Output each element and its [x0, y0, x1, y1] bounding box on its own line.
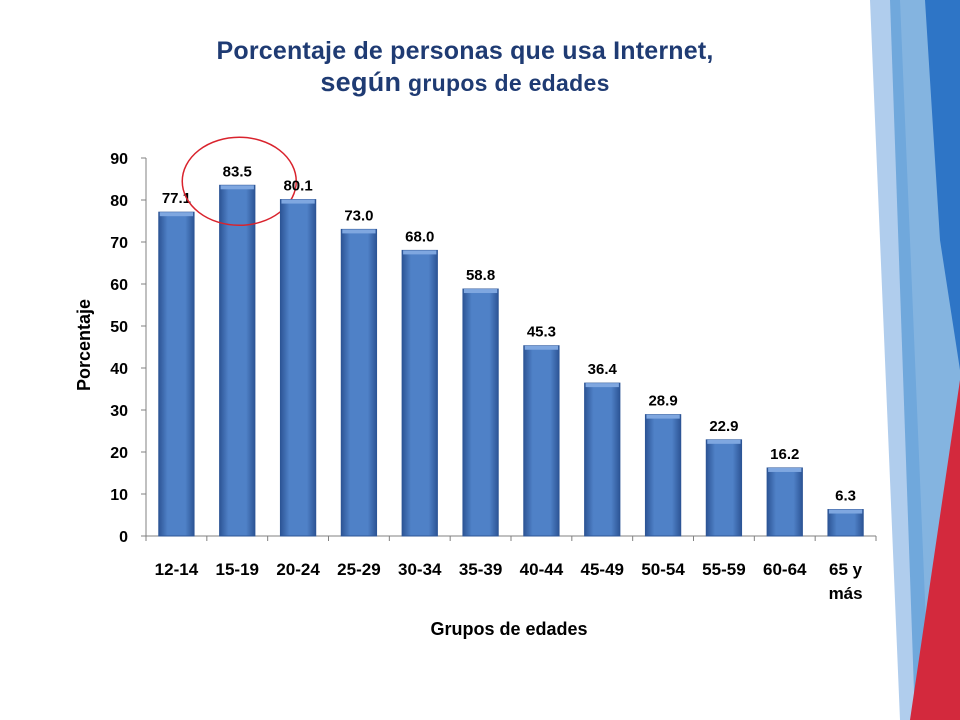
bar	[766, 467, 803, 537]
y-tick-label: 70	[110, 235, 128, 252]
data-label: 45.3	[527, 324, 556, 341]
bar	[584, 382, 621, 537]
y-tick-label: 60	[110, 277, 128, 294]
x-tick-label: 65 y	[829, 560, 863, 579]
x-tick-label: más	[829, 584, 863, 603]
bar-top-highlight	[342, 229, 376, 234]
x-tick-label: 20-24	[276, 560, 320, 579]
title-rest: grupos de edades	[401, 70, 610, 96]
y-tick-label: 50	[110, 319, 128, 336]
y-tick-label: 0	[119, 529, 128, 546]
bar	[158, 211, 195, 537]
bar-top-highlight	[768, 467, 802, 472]
bar	[340, 228, 378, 537]
x-tick-label: 15-19	[216, 560, 259, 579]
decorative-side-banner	[870, 0, 960, 720]
data-label: 80.1	[283, 178, 312, 195]
bar	[644, 414, 682, 537]
bar	[462, 288, 499, 537]
data-label: 83.5	[223, 163, 252, 180]
data-label: 6.3	[835, 488, 856, 505]
x-tick-label: 25-29	[337, 560, 380, 579]
x-tick-label: 50-54	[641, 560, 685, 579]
bar-top-highlight	[524, 345, 559, 350]
bar-top-highlight	[159, 212, 194, 217]
y-tick-label: 10	[110, 487, 128, 504]
bar	[705, 439, 743, 537]
x-tick-label: 55-59	[702, 560, 745, 579]
x-tick-label: 60-64	[763, 560, 807, 579]
bar-top-highlight	[403, 250, 437, 255]
bar	[401, 249, 438, 537]
y-axis-title: Porcentaje	[74, 299, 94, 391]
data-label: 28.9	[648, 393, 677, 410]
y-tick-label: 40	[110, 361, 128, 378]
x-axis-title: Grupos de edades	[430, 619, 587, 639]
title-emphasis: según	[320, 67, 402, 97]
title-line-1: Porcentaje de personas que usa Internet,	[216, 37, 714, 65]
bar-top-highlight	[220, 185, 254, 190]
y-tick-label: 30	[110, 403, 128, 420]
bar-top-highlight	[707, 439, 741, 444]
bar-top-highlight	[281, 199, 315, 204]
data-label: 22.9	[709, 418, 738, 435]
x-tick-label: 45-49	[581, 560, 624, 579]
bar-top-highlight	[463, 289, 498, 294]
deco-blue-dark-shape	[925, 0, 960, 370]
x-tick-label: 35-39	[459, 560, 502, 579]
y-tick-label: 80	[110, 193, 128, 210]
bar	[219, 184, 256, 537]
x-tick-label: 40-44	[520, 560, 564, 579]
data-label: 36.4	[588, 361, 618, 378]
x-tick-label: 12-14	[155, 560, 199, 579]
data-label: 68.0	[405, 228, 434, 245]
bar	[523, 345, 560, 537]
bar-top-highlight	[828, 509, 863, 514]
bar-top-highlight	[646, 414, 680, 419]
y-tick-label: 90	[110, 151, 128, 168]
title-line-2: según grupos de edades	[100, 66, 830, 99]
bar-top-highlight	[585, 383, 619, 388]
y-tick-label: 20	[110, 445, 128, 462]
data-label: 77.1	[162, 190, 191, 207]
data-label: 73.0	[344, 207, 373, 224]
x-tick-label: 30-34	[398, 560, 442, 579]
deco-red-shape	[910, 380, 960, 720]
highlight-circle	[181, 136, 297, 227]
data-label: 58.8	[466, 267, 495, 284]
bar	[279, 199, 317, 537]
data-label: 16.2	[770, 446, 799, 463]
chart-title: Porcentaje de personas que usa Internet,…	[100, 36, 830, 99]
